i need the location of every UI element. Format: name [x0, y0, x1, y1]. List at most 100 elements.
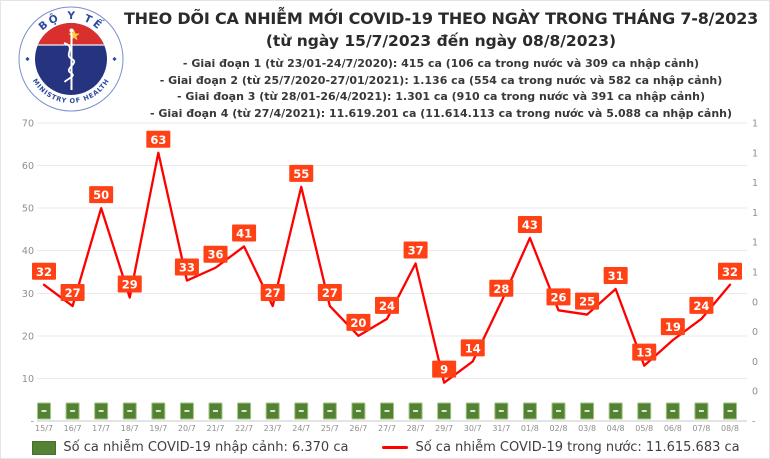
x-tick-label: 27/7 [378, 424, 396, 433]
ministry-of-health-logo: BỘ Y TẾ MINISTRY OF HEALTH [17, 5, 125, 113]
value-label-box [489, 279, 514, 297]
value-label-box [146, 130, 171, 148]
domestic-line [42, 151, 732, 384]
x-tick-label: 15/7 [35, 424, 53, 433]
value-label-box [517, 215, 542, 233]
value-label: 13 [636, 346, 652, 360]
value-label: 43 [522, 218, 538, 232]
value-label-box [603, 267, 628, 285]
legend-item-domestic: Số ca nhiễm COVID-19 trong nước: 11.615.… [382, 440, 740, 455]
value-label: 31 [608, 269, 624, 283]
y-right-tick-label: 0 [752, 357, 758, 368]
x-tick-label: 06/8 [664, 424, 682, 433]
x-tick-label: 01/8 [521, 424, 539, 433]
stage-line-4: - Giai đoạn 4 (từ 27/4/2021): 11.619.201… [149, 106, 733, 120]
imported-marker-dash [384, 410, 390, 412]
value-label: 36 [207, 248, 223, 262]
y-left-tick-label: 60 [22, 161, 34, 172]
imported-marker-dash [41, 410, 47, 412]
y-right-tick-label: 1 [752, 208, 758, 219]
value-label-box [546, 288, 571, 306]
imported-marker-dash [270, 410, 276, 412]
value-label: 33 [179, 261, 195, 275]
value-label-box [232, 224, 257, 242]
y-right-tick-label: - [752, 417, 755, 428]
value-label-box [117, 275, 142, 293]
moh-logo-icon: BỘ Y TẾ MINISTRY OF HEALTH [18, 6, 124, 112]
x-tick-label: 20/7 [178, 424, 196, 433]
imported-marker-dash [327, 410, 333, 412]
x-tick-label: 31/7 [492, 424, 510, 433]
x-tick-label: 29/7 [435, 424, 453, 433]
y-left-tick-label: 40 [22, 246, 34, 257]
y-right-tick-label: 1 [752, 238, 758, 249]
value-label: 28 [493, 282, 509, 296]
y-left-tick-label: - [31, 417, 34, 428]
value-label: 27 [322, 286, 338, 300]
y-left-tick-label: 70 [22, 119, 34, 130]
stage-line-3: - Giai đoạn 3 (từ 28/01-26/4/2021): 1.30… [177, 90, 705, 103]
imported-marker-dash [555, 410, 561, 412]
x-tick-label: 23/7 [264, 424, 282, 433]
y-right-tick-label: 0 [752, 387, 758, 398]
y-left-tick-label: 50 [22, 204, 34, 215]
x-tick-label: 07/8 [692, 424, 710, 433]
imported-marker-dash [527, 410, 533, 412]
value-label-box [632, 343, 657, 361]
imported-marker-dash [441, 410, 447, 412]
x-tick-label: 24/7 [292, 424, 310, 433]
value-label: 26 [550, 290, 566, 304]
imported-marker-dash [698, 410, 704, 412]
legend-item-imported: Số ca nhiễm COVID-19 nhập cảnh: 6.370 ca [32, 440, 348, 455]
imported-marker-dash [727, 410, 733, 412]
imported-marker-dash [127, 410, 133, 412]
imported-marker-dash [613, 410, 619, 412]
x-tick-label: 08/8 [721, 424, 739, 433]
y-left-tick-label: 20 [22, 331, 34, 342]
x-tick-label: 03/8 [578, 424, 596, 433]
x-tick-label: 04/8 [607, 424, 625, 433]
value-label: 24 [379, 299, 395, 313]
value-label: 32 [36, 265, 52, 279]
x-tick-label: 22/7 [235, 424, 253, 433]
stage-line-1: - Giai đoạn 1 (từ 23/01-24/7/2020): 415 … [182, 57, 700, 70]
imported-marker-dash [670, 410, 676, 412]
value-label: 9 [440, 363, 448, 377]
imported-marker-dash [641, 410, 647, 412]
x-tick-label: 26/7 [349, 424, 367, 433]
imported-marker-dash [241, 410, 247, 412]
value-label-box [460, 339, 485, 357]
value-label: 24 [693, 299, 709, 313]
imported-marker-dash [184, 410, 190, 412]
value-label: 14 [465, 341, 481, 355]
x-tick-label: 16/7 [64, 424, 82, 433]
value-label-box [317, 284, 342, 302]
value-label-box [403, 241, 428, 259]
chart-subtitle: (từ ngày 15/7/2023 đến ngày 08/8/2023) [265, 32, 617, 50]
imported-series-swatch-icon [32, 440, 57, 455]
y-right-tick-label: 1 [752, 268, 758, 279]
legend-imported-label: Số ca nhiễm COVID-19 nhập cảnh: 6.370 ca [63, 440, 349, 455]
imported-marker-dash [355, 410, 361, 412]
value-label-box [346, 313, 371, 331]
value-label: 25 [579, 295, 595, 309]
value-label: 37 [408, 243, 424, 257]
value-label-box [89, 186, 114, 204]
value-label-box [203, 245, 228, 263]
imported-marker-dash [498, 410, 504, 412]
y-left-tick-label: 30 [22, 289, 34, 300]
y-right-tick-label: 0 [752, 327, 758, 338]
x-tick-label: 25/7 [321, 424, 339, 433]
x-tick-label: 05/8 [635, 424, 653, 433]
imported-marker-dash [212, 410, 218, 412]
value-label: 29 [122, 278, 138, 292]
value-label-box [660, 318, 685, 336]
chart-legend: Số ca nhiễm COVID-19 nhập cảnh: 6.370 ca… [1, 437, 769, 458]
value-label-box [260, 284, 285, 302]
value-label: 32 [722, 265, 738, 279]
imported-marker-dash [470, 410, 476, 412]
imported-marker-dash [98, 410, 104, 412]
legend-domestic-label: Số ca nhiễm COVID-19 trong nước: 11.615.… [415, 440, 740, 455]
